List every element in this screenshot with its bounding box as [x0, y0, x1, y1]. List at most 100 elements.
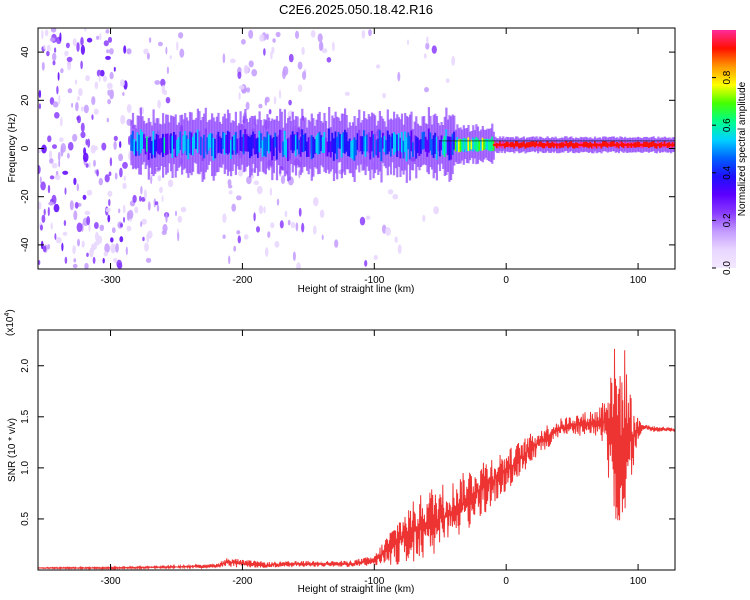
spectrogram-noise-cell [54, 233, 57, 240]
spectrogram-band-cell [237, 138, 241, 155]
spectrogram-band-cell [155, 133, 158, 152]
spectrogram-noise-cell [166, 66, 169, 75]
spectrogram-noise-cell [163, 89, 168, 96]
spectrogram-noise-cell [397, 71, 401, 82]
spectrogram-band-cell [670, 143, 673, 149]
spectrogram-noise-cell [41, 214, 46, 223]
spectrogram-noise-cell [113, 140, 117, 150]
spectrogram-noise-cell [123, 45, 127, 54]
spectrogram-noise-cell [50, 222, 53, 230]
spectrogram-noise-cell [104, 243, 110, 254]
spectrogram-noise-cell [49, 175, 55, 180]
spectrogram-band-cell [426, 139, 429, 157]
spectrogram-y-label: Frequency (Hz) [7, 114, 18, 183]
snr-x-ticks: -300 -200 -100 0 100 [101, 330, 647, 587]
spectrogram-band-cell [537, 143, 540, 149]
spectrogram-band-cell [359, 136, 362, 152]
spectrogram-x-tick-label: 0 [503, 275, 509, 286]
spectrogram-noise-cell [76, 183, 80, 192]
spectrogram-band-cell [174, 134, 177, 158]
spectrogram-noise-cell [161, 195, 164, 203]
spectrogram-noise-cell [106, 82, 113, 90]
spectrogram-band-cell [301, 129, 304, 153]
spectrogram-noise-cell [99, 224, 105, 231]
spectrogram-noise-cell [76, 42, 80, 52]
spectrogram-band-cell [370, 130, 374, 152]
spectrogram-noise-cell [63, 220, 67, 226]
spectrogram-band-cell [339, 134, 342, 149]
spectrogram-noise-cell [67, 141, 74, 151]
spectrogram-noise-cell [107, 99, 111, 105]
spectrogram-noise-cell [52, 144, 57, 150]
spectrogram-noise-cell [382, 92, 386, 99]
snr-x-tick-label: -300 [101, 576, 121, 587]
spectrogram-noise-cell [364, 260, 368, 267]
spectrogram-noise-cell [143, 48, 149, 55]
spectrogram-noise-cell [270, 222, 275, 229]
spectrogram-noise-cell [62, 231, 68, 236]
spectrogram-band-cell [222, 131, 225, 149]
spectrogram-band-cell [546, 141, 549, 147]
spectrogram-noise-cell [424, 87, 429, 93]
spectrogram-noise-cell [125, 246, 128, 256]
spectrogram-noise-cell [253, 180, 259, 185]
spectrogram-band-cell [443, 135, 446, 157]
spectrogram-band-cell [253, 134, 256, 155]
spectrogram-noise-cell [98, 75, 101, 82]
spectrogram-band-cell [168, 135, 171, 150]
colorbar-tick-label: 0.0 [722, 261, 733, 275]
spectrogram-band-cell [328, 128, 331, 153]
spectrogram-noise-cell [85, 163, 89, 168]
spectrogram-noise-cell [47, 135, 52, 143]
spectrogram-noise-cell [297, 84, 303, 92]
spectrogram-noise-cell [284, 210, 288, 218]
spectrogram-band-cell [499, 141, 502, 147]
spectrogram-noise-cell [84, 262, 89, 269]
spectrogram-noise-cell [222, 213, 227, 223]
spectrogram-noise-cell [71, 102, 74, 108]
spectrogram-band-cell [388, 134, 391, 152]
spectrogram-noise-cell [222, 53, 226, 64]
spectrogram-band-cell [144, 138, 147, 155]
spectrogram-noise-cell [118, 153, 123, 162]
spectrogram-band-cell [317, 133, 320, 155]
spectrogram-band-cell [226, 130, 230, 155]
spectrogram-heatmap [38, 28, 675, 269]
spectrogram-noise-cell [274, 240, 280, 248]
colorbar-label: Normalized spectral amplitude [737, 81, 748, 216]
spectrogram-band-cell [288, 136, 291, 160]
spectrogram-noise-cell [72, 245, 76, 254]
spectrogram-noise-cell [101, 142, 107, 151]
spectrogram-noise-cell [69, 200, 74, 211]
spectrogram-noise-cell [95, 231, 99, 242]
spectrogram-band-cell [207, 134, 211, 151]
spectrogram-noise-cell [46, 44, 51, 52]
spectrogram-band-cell [350, 141, 353, 158]
spectrogram-noise-cell [108, 171, 112, 177]
spectrogram-band-cell [171, 135, 174, 158]
spectrogram-noise-cell [134, 206, 139, 214]
spectrogram-noise-cell [87, 138, 91, 148]
spectrogram-band-cell [467, 137, 470, 151]
spectrogram-band-cell [404, 131, 407, 152]
spectrogram-band-cell [366, 134, 369, 152]
spectrogram-noise-cell [80, 60, 83, 70]
spectrogram-band-cell [218, 136, 222, 153]
spectrogram-noise-cell [407, 39, 409, 46]
spectrogram-noise-cell [297, 61, 303, 70]
spectrogram-band-cell [424, 136, 427, 152]
spectrogram-noise-cell [80, 131, 86, 139]
spectrogram-noise-cell [53, 203, 60, 213]
spectrogram-band-cell [421, 132, 424, 150]
spectrogram-noise-cell [62, 170, 69, 175]
spectrogram-band-cell [234, 132, 237, 155]
snr-scale-base: (x10 [5, 316, 16, 336]
spectrogram-noise-cell [445, 78, 450, 84]
spectrogram-band-cell [252, 131, 255, 149]
spectrogram-noise-cell [310, 30, 316, 38]
spectrogram-noise-cell [109, 48, 114, 55]
spectrogram-band-cell [412, 142, 415, 157]
spectrogram-noise-cell [222, 234, 226, 239]
spectrogram-band-cell [312, 136, 315, 158]
